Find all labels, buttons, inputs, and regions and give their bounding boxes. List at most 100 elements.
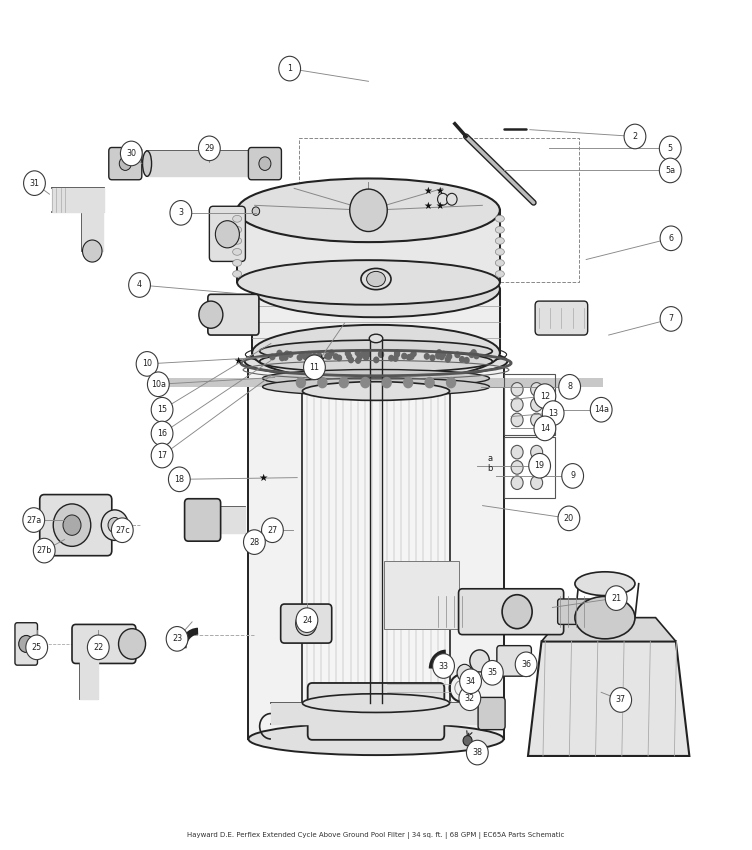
Circle shape xyxy=(362,351,368,357)
Ellipse shape xyxy=(232,248,241,255)
Circle shape xyxy=(447,193,457,205)
Circle shape xyxy=(430,355,435,360)
Circle shape xyxy=(439,354,444,360)
Text: 14: 14 xyxy=(540,424,550,433)
FancyBboxPatch shape xyxy=(497,646,532,677)
Circle shape xyxy=(262,518,284,542)
Bar xyxy=(149,378,603,387)
Circle shape xyxy=(472,349,476,355)
Circle shape xyxy=(474,354,479,359)
Ellipse shape xyxy=(232,259,241,266)
Circle shape xyxy=(151,422,173,445)
Circle shape xyxy=(33,538,55,563)
Circle shape xyxy=(314,354,318,360)
Circle shape xyxy=(23,507,44,532)
Ellipse shape xyxy=(262,370,490,387)
Circle shape xyxy=(511,445,523,459)
Text: ★: ★ xyxy=(259,473,268,483)
Text: 23: 23 xyxy=(172,634,182,643)
Text: 7: 7 xyxy=(669,314,674,323)
Ellipse shape xyxy=(232,270,241,277)
Circle shape xyxy=(119,629,146,660)
Circle shape xyxy=(531,413,543,427)
Ellipse shape xyxy=(302,694,450,712)
Text: 5a: 5a xyxy=(666,166,675,175)
Circle shape xyxy=(660,307,682,332)
Text: 8: 8 xyxy=(567,382,572,391)
Text: 27b: 27b xyxy=(37,546,52,555)
Ellipse shape xyxy=(255,151,264,176)
FancyBboxPatch shape xyxy=(72,625,136,664)
Circle shape xyxy=(317,353,322,359)
Circle shape xyxy=(329,350,334,355)
Polygon shape xyxy=(80,660,99,699)
Circle shape xyxy=(345,351,350,356)
Polygon shape xyxy=(147,151,259,176)
FancyBboxPatch shape xyxy=(308,683,444,740)
Circle shape xyxy=(108,518,122,533)
Circle shape xyxy=(296,612,317,636)
Circle shape xyxy=(365,351,370,357)
Ellipse shape xyxy=(259,340,493,362)
Circle shape xyxy=(297,354,302,360)
Circle shape xyxy=(610,688,632,712)
Text: 15: 15 xyxy=(157,405,167,414)
Circle shape xyxy=(83,240,102,262)
Circle shape xyxy=(457,665,472,682)
Circle shape xyxy=(605,586,627,610)
FancyBboxPatch shape xyxy=(459,589,564,635)
Text: 30: 30 xyxy=(126,149,136,158)
Circle shape xyxy=(26,635,47,660)
Text: 27: 27 xyxy=(267,526,277,535)
Circle shape xyxy=(296,608,318,632)
Ellipse shape xyxy=(496,226,505,233)
Ellipse shape xyxy=(259,350,493,372)
Ellipse shape xyxy=(232,215,241,222)
Circle shape xyxy=(470,650,490,672)
Text: 13: 13 xyxy=(548,409,558,417)
Circle shape xyxy=(120,157,132,170)
Circle shape xyxy=(306,352,311,357)
Ellipse shape xyxy=(496,248,505,255)
Text: 9: 9 xyxy=(570,472,575,480)
Text: 25: 25 xyxy=(32,643,42,652)
Circle shape xyxy=(170,201,192,225)
Polygon shape xyxy=(82,212,103,251)
Circle shape xyxy=(120,141,142,166)
Circle shape xyxy=(395,349,399,355)
Circle shape xyxy=(660,136,681,161)
Circle shape xyxy=(459,686,481,711)
Text: 27a: 27a xyxy=(26,516,41,524)
Circle shape xyxy=(318,377,327,388)
Circle shape xyxy=(283,354,288,360)
Circle shape xyxy=(168,467,190,491)
Ellipse shape xyxy=(496,270,505,277)
Circle shape xyxy=(296,377,305,388)
Circle shape xyxy=(466,740,488,765)
Polygon shape xyxy=(211,507,244,533)
Circle shape xyxy=(379,352,384,357)
Circle shape xyxy=(389,355,393,361)
Circle shape xyxy=(284,351,290,357)
Circle shape xyxy=(437,350,441,355)
FancyBboxPatch shape xyxy=(15,623,38,666)
Circle shape xyxy=(87,635,109,660)
Circle shape xyxy=(542,401,564,425)
Ellipse shape xyxy=(232,226,241,233)
FancyBboxPatch shape xyxy=(184,499,220,541)
Circle shape xyxy=(364,354,368,360)
Ellipse shape xyxy=(262,378,490,395)
Circle shape xyxy=(425,377,434,388)
Circle shape xyxy=(277,350,282,356)
Bar xyxy=(384,561,459,629)
Text: 24: 24 xyxy=(302,615,312,625)
Circle shape xyxy=(19,636,34,653)
Circle shape xyxy=(511,461,523,474)
Circle shape xyxy=(459,669,481,694)
Ellipse shape xyxy=(232,237,241,244)
Text: 10: 10 xyxy=(142,360,152,368)
Circle shape xyxy=(350,189,387,231)
Circle shape xyxy=(407,354,411,360)
Circle shape xyxy=(147,372,169,397)
Circle shape xyxy=(347,354,352,360)
